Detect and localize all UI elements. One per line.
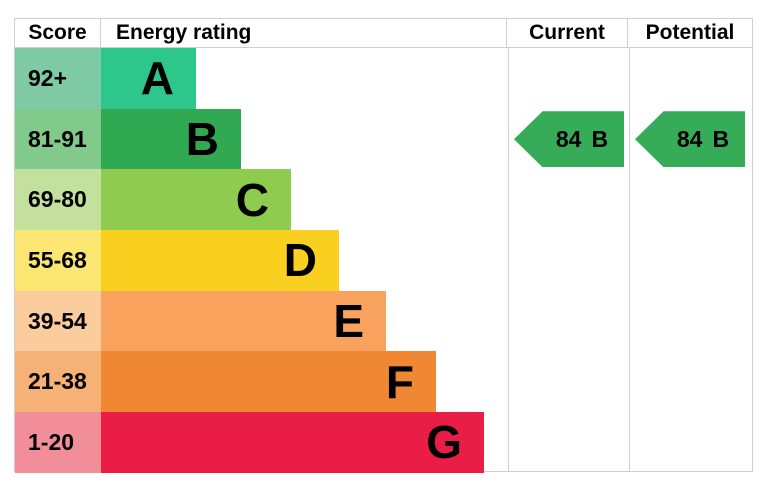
score-range-c: 69-80: [15, 169, 101, 231]
band-row-d: 55-68 D: [15, 230, 752, 291]
band-row-a: 92+ A: [15, 48, 752, 109]
potential-band-letter: B: [712, 125, 730, 152]
current-column-header: Current: [506, 19, 627, 47]
score-range-e: 39-54: [15, 290, 101, 352]
score-range-d: 55-68: [15, 230, 101, 291]
score-range-b: 81-91: [15, 108, 101, 170]
band-row-g: 1-20 G: [15, 412, 752, 473]
band-row-e: 39-54 E: [15, 290, 752, 352]
rating-bar-a: A: [101, 48, 196, 109]
epc-header-row: Score Energy rating Current Potential: [15, 19, 752, 48]
band-row-c: 69-80 C: [15, 169, 752, 231]
current-score-value: 84: [555, 125, 582, 152]
energy-rating-column-header: Energy rating: [116, 21, 252, 44]
band-row-b: 81-91 B: [15, 108, 752, 170]
rating-bar-d: D: [101, 230, 339, 291]
current-band-letter: B: [591, 125, 609, 152]
potential-column-header: Potential: [627, 19, 752, 47]
score-range-a: 92+: [15, 48, 101, 109]
rating-bar-e: E: [101, 290, 386, 352]
rating-bar-b: B: [101, 108, 241, 170]
potential-column-divider: [629, 48, 630, 472]
epc-body: 92+ A 81-91 B 69-80 C 55-68 D 39-54 E 21-38 F 1-20 G 8…: [15, 48, 752, 473]
current-column-divider: [508, 48, 509, 472]
rating-bar-g: G: [101, 412, 484, 473]
potential-score-value: 84: [676, 125, 703, 152]
score-column-header: Score: [15, 19, 101, 47]
rating-bar-f: F: [101, 351, 436, 413]
score-range-g: 1-20: [15, 412, 101, 473]
score-range-f: 21-38: [15, 351, 101, 413]
epc-rating-table: Score Energy rating Current Potential 92…: [14, 18, 753, 473]
band-row-f: 21-38 F: [15, 351, 752, 413]
rating-bar-c: C: [101, 169, 291, 231]
